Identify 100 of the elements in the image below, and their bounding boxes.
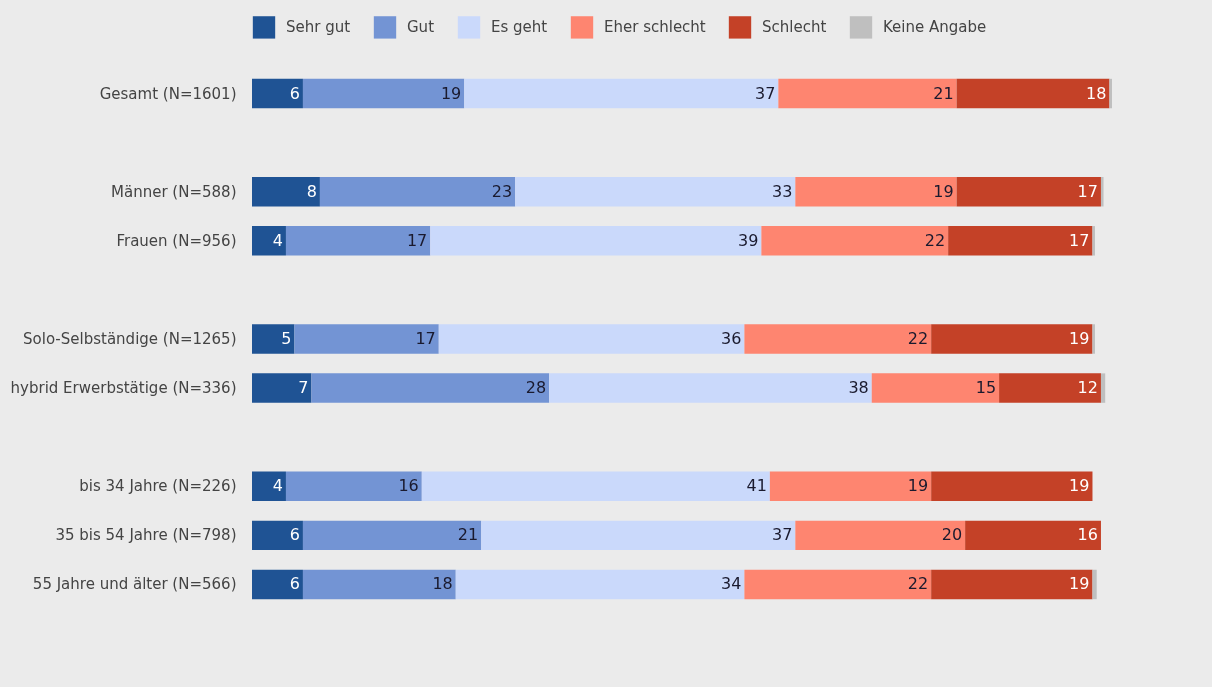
bar — [999, 373, 1101, 403]
data-label: 19 — [1069, 329, 1090, 348]
bar — [965, 520, 1101, 551]
bar — [778, 78, 957, 109]
bar — [931, 569, 1093, 600]
data-label: 33 — [771, 181, 793, 201]
legend-label: Es geht — [491, 18, 548, 37]
legend-label: Eher schlecht — [604, 18, 706, 37]
bar — [795, 177, 957, 207]
y-tick-label: 35 bis 54 Jahre (N=798) — [55, 526, 237, 545]
data-label: 15 — [975, 378, 997, 398]
bar — [252, 373, 312, 403]
data-label: 34 — [721, 574, 742, 594]
y-tick-label: Frauen (N=956) — [116, 231, 237, 250]
bar — [931, 324, 1093, 354]
data-label: 6 — [289, 525, 300, 545]
data-label: 17 — [406, 230, 428, 250]
data-label: 5 — [281, 329, 292, 348]
bar — [294, 324, 439, 354]
bar — [931, 471, 1093, 501]
bar — [252, 569, 303, 600]
data-label: 21 — [457, 525, 479, 545]
bar — [302, 569, 456, 600]
bar — [252, 177, 320, 207]
data-label: 39 — [738, 230, 759, 250]
bar — [252, 226, 286, 256]
bar — [421, 471, 770, 501]
data-label: 38 — [848, 378, 869, 398]
data-label: 20 — [941, 525, 963, 545]
data-label: 19 — [440, 83, 462, 103]
data-label: 7 — [298, 378, 309, 398]
bar — [302, 78, 465, 109]
data-label: 23 — [491, 181, 513, 201]
legend-label: Sehr gut — [286, 18, 351, 37]
data-label: 19 — [1069, 574, 1090, 594]
bar — [871, 373, 1000, 403]
bar — [438, 324, 745, 354]
bar — [481, 520, 796, 551]
bar — [1109, 78, 1112, 109]
data-label: 4 — [272, 230, 283, 250]
y-tick-label: Gesamt (N=1601) — [99, 84, 237, 103]
data-label: 18 — [432, 574, 453, 594]
bar — [948, 226, 1093, 256]
bar — [549, 373, 872, 403]
bar — [464, 78, 779, 109]
data-label: 16 — [398, 476, 419, 496]
data-label: 22 — [907, 574, 929, 594]
data-label: 22 — [924, 230, 946, 250]
y-tick-label: Männer (N=588) — [111, 182, 237, 201]
data-label: 18 — [1086, 83, 1107, 103]
bar — [795, 520, 966, 551]
bar — [252, 520, 303, 551]
bar — [252, 324, 295, 354]
y-tick-label: 55 Jahre und älter (N=566) — [32, 575, 237, 594]
data-label: 4 — [272, 476, 283, 496]
data-label: 41 — [746, 476, 767, 496]
bar — [455, 569, 745, 600]
data-label: 17 — [415, 329, 436, 348]
bar — [769, 471, 932, 501]
data-label: 17 — [1077, 181, 1098, 201]
data-label: 19 — [907, 476, 929, 496]
bar — [252, 78, 303, 109]
bar — [302, 520, 482, 551]
bar — [1100, 177, 1104, 207]
data-label: 22 — [907, 329, 929, 348]
data-label: 37 — [755, 83, 776, 103]
data-label: 37 — [771, 525, 793, 545]
data-label: 8 — [306, 181, 317, 201]
data-label: 6 — [289, 574, 300, 594]
bar — [744, 324, 932, 354]
bar — [1100, 373, 1106, 403]
bar — [430, 226, 762, 256]
bar — [1092, 226, 1096, 256]
legend-label: Keine Angabe — [883, 18, 987, 37]
data-label: 16 — [1077, 525, 1098, 545]
data-label: 21 — [933, 83, 954, 103]
y-tick-label: Solo-Selbständige (N=1265) — [23, 330, 237, 348]
legend-label: Schlecht — [762, 18, 827, 37]
bar — [285, 226, 431, 256]
bar — [311, 373, 550, 403]
legend-label: Gut — [407, 18, 435, 37]
bar — [956, 78, 1110, 109]
bar — [319, 177, 516, 207]
bar — [1092, 569, 1097, 600]
bar — [252, 471, 286, 501]
bar — [285, 471, 422, 501]
data-label: 36 — [721, 329, 742, 348]
data-label: 12 — [1077, 378, 1098, 398]
bar — [744, 569, 932, 600]
bar — [761, 226, 949, 256]
data-label: 28 — [525, 378, 547, 398]
data-label: 6 — [289, 83, 300, 103]
y-tick-label: bis 34 Jahre (N=226) — [79, 477, 237, 496]
data-label: 17 — [1069, 230, 1090, 250]
data-label: 19 — [933, 181, 954, 201]
bar — [956, 177, 1101, 207]
y-tick-label: hybrid Erwerbstätige (N=336) — [10, 379, 237, 398]
bar — [1092, 324, 1096, 354]
bar — [515, 177, 796, 207]
data-label: 19 — [1069, 476, 1090, 496]
